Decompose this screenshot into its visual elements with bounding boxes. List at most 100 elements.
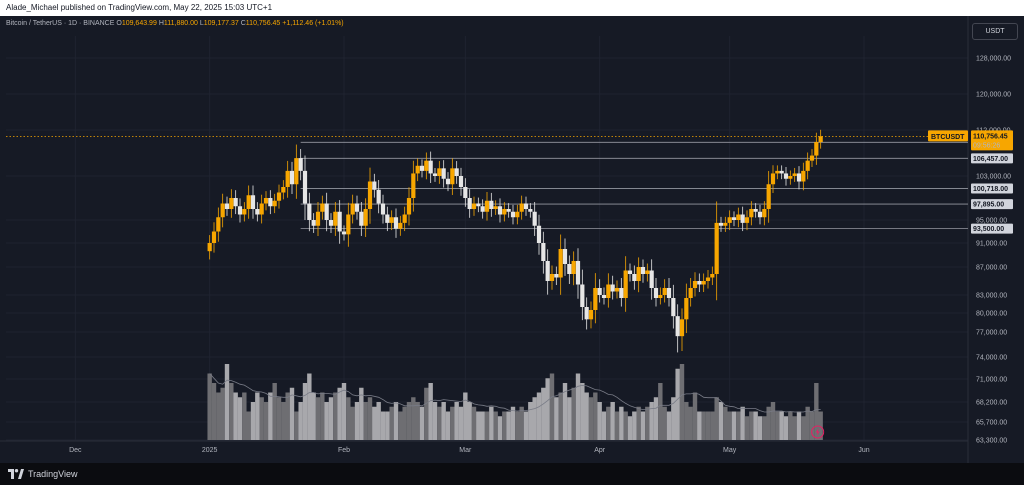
volume-bar [320, 392, 325, 440]
volume-bar [770, 402, 776, 440]
candle [562, 249, 568, 264]
x-tick-label: May [723, 447, 737, 454]
y-tick-label: 68,200.00 [976, 400, 1007, 407]
volume-bar [276, 397, 282, 440]
level-tag [971, 199, 1013, 210]
volume-bar [237, 397, 243, 440]
volume-bar [289, 387, 295, 440]
volume-bar [532, 397, 537, 440]
volume-bar [528, 402, 533, 440]
volume-bar [601, 411, 607, 440]
volume-bar [428, 383, 433, 440]
candle [601, 295, 607, 298]
high-label: H [158, 20, 164, 27]
candle [640, 267, 646, 274]
volume-bar [328, 397, 334, 440]
change-value: +1,112.46 (+1.01%) [282, 20, 344, 27]
candle [454, 168, 459, 176]
volume-bar [437, 406, 442, 440]
volume-bar [350, 406, 355, 440]
volume-bar [502, 411, 507, 440]
volume-bar [346, 397, 351, 440]
volume-bar [242, 392, 247, 440]
candle [281, 187, 286, 193]
volume-bar [376, 402, 381, 440]
y-tick-label: 77,000.00 [976, 330, 1007, 337]
level-tag-label: 100,718.00 [973, 186, 1008, 193]
volume-bar [775, 411, 780, 440]
volume-bar [463, 392, 468, 440]
candle [276, 192, 282, 201]
candle [692, 281, 698, 288]
volume-bar [220, 387, 225, 440]
candle [207, 243, 212, 252]
volume-bar [415, 402, 420, 440]
volume-bar [324, 402, 329, 440]
volume-bar [571, 387, 576, 440]
volume-bar [333, 392, 338, 440]
candle [350, 203, 355, 215]
candle [471, 203, 477, 209]
candle [718, 222, 724, 226]
volume-bar [424, 387, 429, 440]
level-tag [971, 223, 1013, 234]
volume-bar [458, 406, 464, 440]
chart-frame[interactable]: 128,000.00120,000.00112,000.00103,000.00… [0, 16, 1024, 463]
candle [549, 274, 555, 281]
candle [658, 295, 663, 298]
candle [389, 217, 394, 223]
candle [805, 160, 810, 171]
candle [411, 173, 416, 198]
candle [614, 288, 620, 292]
footer: TradingView [0, 463, 1024, 485]
volume-bar [233, 392, 238, 440]
volume-bar [554, 397, 559, 440]
volume-bar [640, 411, 646, 440]
volume-bar [441, 402, 446, 440]
candle [255, 209, 260, 215]
candle [792, 173, 797, 176]
volume-bar [623, 411, 628, 440]
volume-bar [783, 416, 789, 440]
currency-selector[interactable]: USDT [972, 23, 1018, 40]
lightning-icon-glyph [815, 428, 820, 436]
x-tick-label: Dec [69, 447, 82, 454]
volume-bar [549, 373, 555, 440]
volume-bar [411, 397, 416, 440]
volume-bar [805, 406, 810, 440]
volume-bar [744, 416, 750, 440]
volume-bar [688, 406, 693, 440]
y-tick-label: 120,000.00 [976, 92, 1011, 99]
price-chart[interactable]: 128,000.00120,000.00112,000.00103,000.00… [0, 16, 1024, 463]
volume-bar [809, 411, 815, 440]
volume-bar [359, 387, 364, 440]
candle [593, 288, 598, 310]
volume-bar [796, 411, 802, 440]
volume-bar [467, 402, 472, 440]
volume-bar [558, 392, 563, 440]
candle [341, 231, 347, 235]
volume-bar [697, 411, 702, 440]
countdown-label: 09:56:26 [973, 142, 1000, 149]
volume-bar [718, 402, 724, 440]
candle [814, 142, 819, 156]
volume-bar [484, 411, 490, 440]
candle [636, 267, 641, 281]
candle [662, 288, 667, 295]
level-tag [971, 153, 1013, 164]
volume-bar [476, 411, 481, 440]
volume-bar [753, 411, 758, 440]
open-label: O [116, 20, 122, 27]
candle [294, 158, 299, 185]
volume-bar [740, 406, 745, 440]
volume-bar [389, 406, 394, 440]
candle [480, 206, 485, 212]
candle [779, 170, 784, 174]
candle [246, 195, 251, 209]
candle [510, 211, 516, 218]
candle [406, 198, 412, 215]
footer-brand[interactable]: TradingView [28, 469, 78, 479]
volume-bar [229, 383, 234, 440]
volume-bar [679, 364, 685, 440]
candle [770, 173, 776, 185]
